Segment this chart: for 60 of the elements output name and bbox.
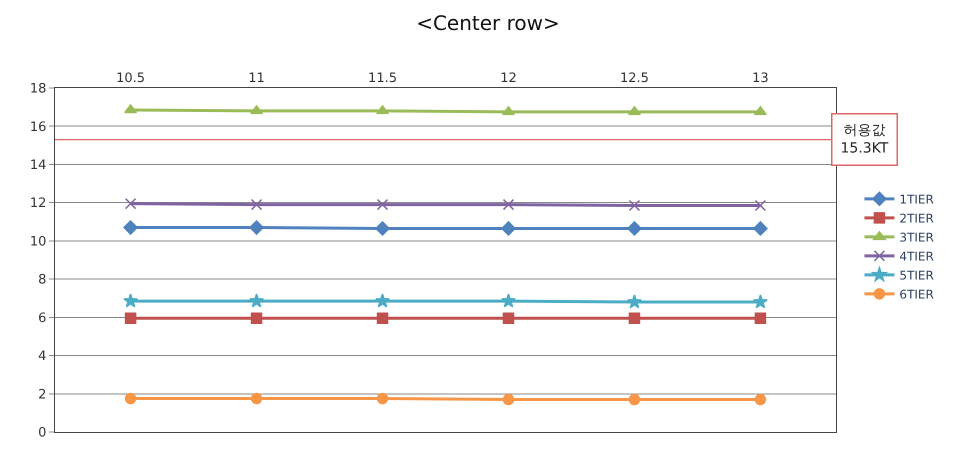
point: [250, 392, 262, 404]
ref-line-label: 허용값 15.3KT: [840, 122, 889, 157]
x-tick-label: 10.5: [116, 70, 146, 86]
point: [501, 293, 516, 308]
chart-title: <Center row>: [416, 10, 560, 35]
legend-label: 5TIER: [899, 268, 934, 282]
point: [250, 312, 262, 324]
point: [123, 220, 138, 235]
point: [376, 198, 388, 210]
y-tick-label: 8: [38, 272, 46, 288]
y-tick-label: 14: [30, 158, 46, 173]
point: [124, 104, 138, 114]
point: [502, 312, 514, 324]
point: [376, 105, 390, 114]
point: [628, 200, 640, 212]
point: [375, 293, 390, 308]
point: [754, 394, 766, 406]
point: [502, 198, 514, 210]
x-tick-label: 12: [500, 70, 517, 86]
legend-label: 3TIER: [899, 230, 934, 244]
point: [628, 312, 640, 324]
point: [124, 312, 136, 324]
point: [628, 106, 641, 116]
y-tick-label: 16: [30, 120, 46, 135]
point: [250, 105, 264, 114]
y-tick-label: 6: [38, 310, 46, 326]
x-tick-label: 11.5: [368, 70, 397, 86]
point: [502, 394, 514, 406]
x-tick-label: 12.5: [620, 70, 649, 86]
point: [250, 198, 262, 210]
point: [376, 312, 388, 324]
point: [502, 106, 515, 116]
y-tick-label: 18: [30, 82, 46, 97]
point: [754, 312, 766, 324]
point: [627, 221, 642, 236]
y-tick-label: 10: [30, 234, 46, 250]
legend-label: 6TIER: [899, 288, 934, 302]
point: [754, 200, 766, 212]
point: [376, 392, 388, 404]
y-tick-label: 12: [30, 196, 46, 212]
y-tick-label: 2: [38, 387, 46, 402]
point: [375, 221, 390, 236]
point: [754, 106, 767, 116]
legend-label: 4TIER: [899, 250, 934, 264]
point: [123, 293, 138, 308]
point: [753, 294, 768, 308]
legend-label: 2TIER: [899, 212, 934, 226]
point: [628, 394, 640, 406]
point: [501, 221, 516, 236]
y-tick-label: 0: [38, 426, 46, 441]
y-tick-label: 4: [38, 349, 46, 364]
point: [249, 220, 264, 235]
point: [753, 221, 768, 236]
point: [124, 198, 136, 210]
point: [627, 294, 642, 308]
point: [249, 293, 264, 308]
x-tick-label: 11: [248, 70, 265, 86]
x-tick-label: 13: [752, 70, 769, 86]
point: [124, 392, 136, 404]
legend-label: 1TIER: [899, 192, 934, 206]
